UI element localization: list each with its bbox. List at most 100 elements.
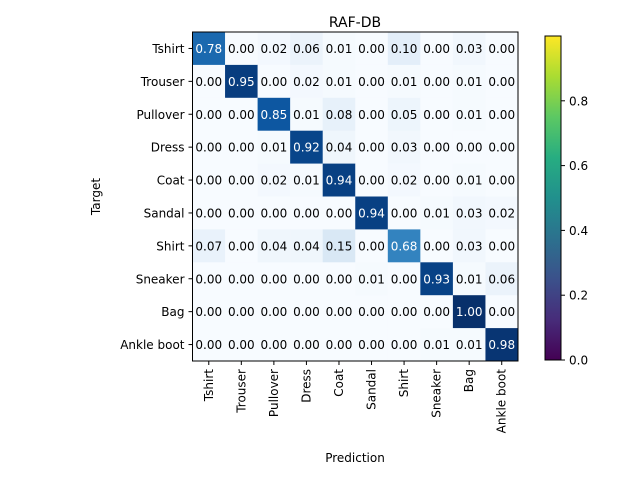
heatmap-cell: [355, 64, 389, 99]
cell-value-label: 0.00: [228, 42, 255, 56]
heatmap-cell: [420, 328, 454, 362]
cell-value-label: 0.94: [358, 206, 385, 220]
cell-value-label: 0.00: [261, 272, 288, 286]
heatmap-cell: [225, 130, 258, 164]
cell-value-label: 0.00: [358, 75, 385, 89]
cell-value-label: 0.00: [228, 272, 255, 286]
heatmap-cell: [290, 229, 323, 263]
heatmap-cell: [355, 163, 389, 197]
cell-value-label: 0.00: [423, 305, 450, 319]
cell-value-label: 0.00: [261, 305, 288, 319]
cell-value-label: 0.04: [326, 141, 353, 155]
heatmap-cell: [387, 32, 421, 66]
cell-value-label: 0.00: [228, 206, 255, 220]
cell-value-label: 0.01: [456, 338, 483, 352]
y-tick-label: Shirt: [156, 239, 184, 253]
cell-value-label: 0.00: [423, 42, 450, 56]
heatmap-cell: [420, 130, 454, 164]
heatmap-cell: [192, 64, 226, 99]
cell-value-label: 0.00: [326, 206, 353, 220]
y-tick-label: Trouser: [140, 75, 185, 89]
cell-value-label: 0.00: [195, 75, 222, 89]
heatmap-cell: [420, 229, 454, 263]
cell-value-label: 0.00: [423, 174, 450, 188]
heatmap-cell: [387, 196, 421, 230]
cell-value-label: 1.00: [456, 305, 483, 319]
heatmap-cell: [452, 163, 486, 197]
heatmap-cell: [290, 32, 323, 66]
cell-value-label: 0.00: [391, 272, 418, 286]
cell-value-label: 0.04: [261, 239, 288, 253]
heatmap-cell: [257, 97, 291, 131]
heatmap-cell: [290, 130, 323, 164]
cell-value-label: 0.94: [326, 174, 353, 188]
cell-value-label: 0.00: [228, 305, 255, 319]
heatmap-cell: [387, 163, 421, 197]
heatmap-cell: [225, 196, 258, 230]
heatmap-cell: [290, 262, 323, 296]
cell-value-label: 0.00: [391, 206, 418, 220]
x-tick-label: Dress: [299, 369, 313, 403]
heatmap-cell: [225, 64, 258, 99]
heatmap-cell: [225, 32, 258, 66]
heatmap-cell: [452, 196, 486, 230]
y-tick-label: Bag: [161, 305, 184, 319]
heatmap-cell: [355, 262, 389, 296]
cell-value-label: 0.01: [456, 174, 483, 188]
heatmap-cell: [192, 328, 226, 362]
heatmap-cell: [387, 262, 421, 296]
heatmap-cell: [257, 196, 291, 230]
cell-value-label: 0.00: [358, 174, 385, 188]
heatmap-cell: [420, 295, 454, 329]
cell-value-label: 0.00: [488, 239, 515, 253]
heatmap-cell: [290, 328, 323, 362]
cell-value-label: 0.00: [423, 141, 450, 155]
heatmap-cell: [257, 229, 291, 263]
heatmap-cell: [387, 295, 421, 329]
heatmap-cell: [192, 196, 226, 230]
cell-value-label: 0.92: [293, 141, 320, 155]
cell-value-label: 0.78: [195, 42, 222, 56]
cell-value-label: 0.00: [488, 174, 515, 188]
cell-value-label: 0.00: [488, 108, 515, 122]
cell-value-label: 0.02: [293, 75, 320, 89]
heatmap-cell: [257, 262, 291, 296]
heatmap-cell: [485, 163, 519, 197]
cell-value-label: 0.01: [423, 206, 450, 220]
x-axis-ticks: Tshirt Trouser Pullover Dress Coat Sandal Shir…: [202, 361, 509, 433]
y-tick-label: Pullover: [136, 108, 184, 122]
cell-value-label: 0.00: [195, 206, 222, 220]
heatmap-cell: [257, 130, 291, 164]
cell-value-label: 0.00: [488, 141, 515, 155]
cell-value-label: 0.01: [293, 108, 320, 122]
cell-value-label: 0.00: [228, 174, 255, 188]
heatmap-cell: [322, 229, 356, 263]
chart-title: RAF-DB: [329, 15, 381, 31]
cell-value-label: 0.04: [293, 239, 320, 253]
heatmap-cell: [420, 64, 454, 99]
heatmap-cell: [355, 32, 389, 66]
heatmap-cell: [192, 130, 226, 164]
y-axis-label: Target: [89, 178, 103, 216]
colorbar-tick-label: 0.8: [569, 94, 588, 108]
heatmap-cell: [485, 97, 519, 131]
heatmap-cell: [452, 295, 486, 329]
heatmap-cell: [322, 64, 356, 99]
cell-value-label: 0.03: [456, 42, 483, 56]
heatmap-cell: [192, 32, 226, 66]
x-tick-label: Sneaker: [430, 369, 444, 418]
heatmap-cell: [485, 64, 519, 99]
cell-value-label: 0.68: [391, 239, 418, 253]
x-tick-label: Trouser: [234, 369, 248, 414]
cell-value-label: 0.00: [488, 305, 515, 319]
cell-value-label: 0.00: [358, 305, 385, 319]
cell-value-label: 0.00: [195, 174, 222, 188]
cell-value-label: 0.00: [326, 305, 353, 319]
x-tick-label: Bag: [462, 369, 476, 392]
heatmap-cell: [452, 97, 486, 131]
heatmap-cell: [420, 196, 454, 230]
cell-value-label: 0.00: [228, 239, 255, 253]
heatmap-cell: [225, 163, 258, 197]
heatmap-cell: [225, 229, 258, 263]
heatmap-cell: [290, 196, 323, 230]
